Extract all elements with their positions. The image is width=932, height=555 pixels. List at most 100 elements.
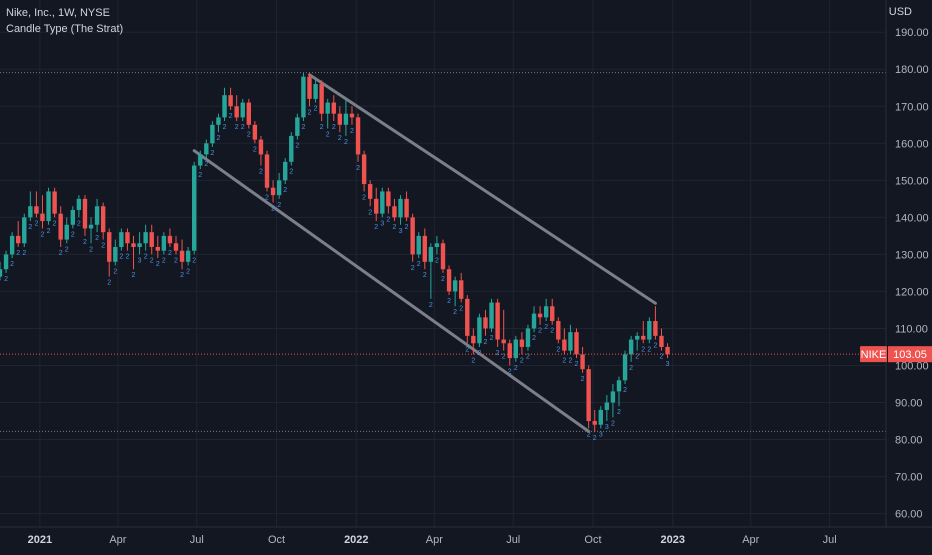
candle[interactable] <box>483 309 488 336</box>
candle[interactable] <box>398 195 403 225</box>
candle[interactable] <box>301 72 306 122</box>
candle[interactable] <box>313 80 318 103</box>
candle[interactable] <box>598 406 603 429</box>
candle[interactable] <box>410 213 415 262</box>
candle[interactable] <box>228 87 233 110</box>
candle[interactable] <box>137 232 142 255</box>
candle[interactable] <box>76 195 82 218</box>
candle[interactable] <box>82 195 88 236</box>
candle[interactable] <box>392 198 397 222</box>
candle[interactable] <box>198 150 203 170</box>
candle[interactable] <box>622 350 628 384</box>
candle[interactable] <box>100 202 106 240</box>
candle[interactable] <box>216 113 221 133</box>
candle[interactable] <box>22 213 27 247</box>
candle[interactable] <box>452 276 458 307</box>
candle[interactable] <box>131 235 136 270</box>
candle[interactable] <box>143 224 148 251</box>
candle[interactable] <box>204 139 209 159</box>
candle[interactable] <box>610 383 616 418</box>
candle[interactable] <box>367 180 373 207</box>
channel-trendline[interactable] <box>192 149 591 433</box>
candle[interactable] <box>270 180 276 203</box>
candle[interactable] <box>0 261 3 281</box>
candle[interactable] <box>550 298 555 325</box>
channel-lines[interactable] <box>192 73 657 433</box>
candle[interactable] <box>258 135 264 166</box>
candle[interactable] <box>295 113 300 140</box>
channel-trendline[interactable] <box>307 73 657 305</box>
candle[interactable] <box>647 317 652 344</box>
candle[interactable] <box>428 243 434 299</box>
candle[interactable] <box>355 113 361 162</box>
candle[interactable] <box>325 98 330 129</box>
candle[interactable] <box>40 195 45 229</box>
candle[interactable] <box>641 321 646 344</box>
candle[interactable] <box>628 335 634 362</box>
candle[interactable] <box>380 187 385 218</box>
candle[interactable] <box>404 191 409 222</box>
candle[interactable] <box>374 187 379 222</box>
candle[interactable] <box>58 206 63 247</box>
candle[interactable] <box>343 98 349 136</box>
indicator-title[interactable]: Candle Type (The Strat) <box>6 23 124 35</box>
candle[interactable] <box>210 121 215 148</box>
candle[interactable] <box>574 328 579 359</box>
candle[interactable] <box>70 206 76 229</box>
candle[interactable] <box>616 376 622 407</box>
candle[interactable] <box>537 306 543 325</box>
candle[interactable] <box>465 295 470 344</box>
candle[interactable] <box>28 191 33 222</box>
candle[interactable] <box>349 106 355 125</box>
candle[interactable] <box>459 272 464 303</box>
candle[interactable] <box>665 343 670 359</box>
candle[interactable] <box>586 365 591 429</box>
candle[interactable] <box>659 328 664 351</box>
candle[interactable] <box>446 265 452 296</box>
candle[interactable] <box>477 313 482 347</box>
candle[interactable] <box>440 239 446 273</box>
candle[interactable] <box>489 298 494 333</box>
candle[interactable] <box>319 80 324 122</box>
candle[interactable] <box>52 187 57 218</box>
candle[interactable] <box>331 95 336 122</box>
candle[interactable] <box>386 187 391 214</box>
candle[interactable] <box>46 187 51 225</box>
candle[interactable] <box>3 250 9 273</box>
candle[interactable] <box>185 246 191 266</box>
candle[interactable] <box>422 228 427 270</box>
candle[interactable] <box>9 232 15 259</box>
candle[interactable] <box>337 106 343 133</box>
candle[interactable] <box>264 150 270 192</box>
candle[interactable] <box>634 332 640 351</box>
candle[interactable] <box>283 158 288 185</box>
candle[interactable] <box>531 306 537 333</box>
candle[interactable] <box>64 217 69 244</box>
candle[interactable] <box>113 239 118 266</box>
candle[interactable] <box>179 239 185 270</box>
candle[interactable] <box>604 395 610 422</box>
candle[interactable] <box>173 235 179 255</box>
candle[interactable] <box>556 317 561 344</box>
candle[interactable] <box>507 339 512 366</box>
candle[interactable] <box>501 309 506 351</box>
candle[interactable] <box>149 224 154 255</box>
candle[interactable] <box>222 87 227 122</box>
candle[interactable] <box>416 232 421 259</box>
candle[interactable] <box>167 228 173 247</box>
candle[interactable] <box>653 306 658 340</box>
candle[interactable] <box>562 328 567 355</box>
candle[interactable] <box>252 121 258 144</box>
candle[interactable] <box>519 332 525 355</box>
price-axis[interactable]: 190.00 180.00 170.00 160.00 150.00 140.00 130.… <box>895 27 929 520</box>
candle[interactable] <box>276 172 282 199</box>
candle[interactable] <box>119 228 124 251</box>
candle[interactable] <box>34 191 39 218</box>
candle[interactable] <box>94 198 100 233</box>
candle[interactable] <box>16 221 21 247</box>
candle[interactable] <box>155 235 160 259</box>
candle[interactable] <box>361 150 367 192</box>
candle[interactable] <box>234 95 239 122</box>
